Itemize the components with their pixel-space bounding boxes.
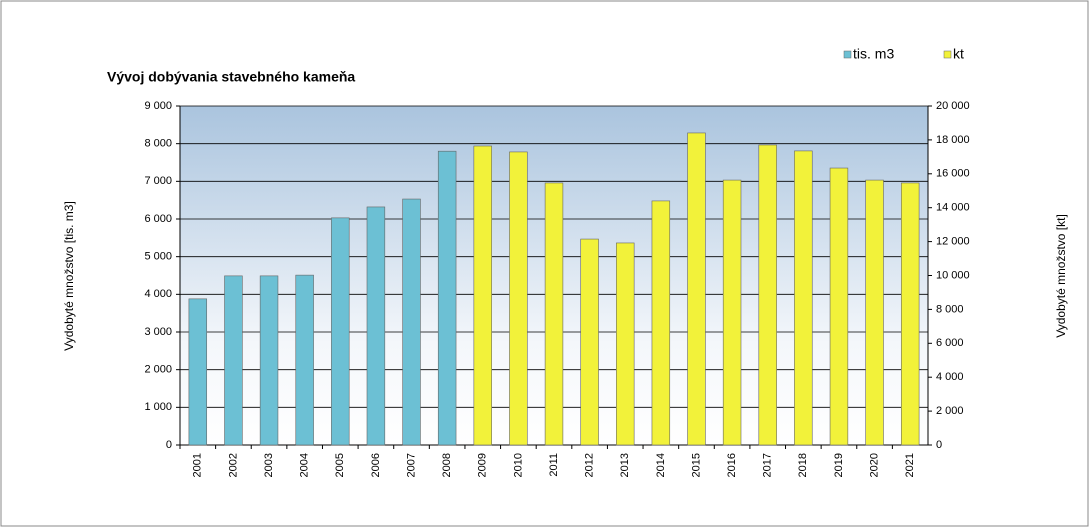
x-tick-label: 2012 [584, 453, 596, 477]
legend-label: kt [953, 46, 964, 62]
y2-tick-label: 18 000 [936, 134, 970, 146]
bar [259, 275, 279, 446]
y-tick-label: 3 000 [144, 326, 172, 338]
bar [295, 274, 314, 446]
x-tick-label: 2013 [619, 453, 631, 477]
y2-tick-label: 20 000 [936, 100, 970, 112]
y2-tick-label: 16 000 [936, 168, 970, 180]
x-tick-label: 2009 [477, 453, 489, 477]
x-tick-label: 2014 [655, 453, 667, 477]
y2-tick-label: 14 000 [936, 202, 970, 214]
bar [580, 238, 599, 446]
x-tick-label: 2002 [227, 453, 239, 477]
x-tick-label: 2006 [370, 453, 382, 477]
bar [794, 150, 813, 446]
x-tick-label: 2015 [690, 453, 702, 477]
y-tick-label: 4 000 [144, 288, 172, 300]
bar [758, 144, 777, 446]
y2-tick-label: 10 000 [936, 269, 970, 281]
x-tick-label: 2001 [192, 453, 204, 477]
y2-tick-label: 8 000 [936, 303, 964, 315]
chart-title: Vývoj dobývania stavebného kameňa [107, 69, 355, 85]
x-tick-label: 2021 [904, 453, 916, 477]
y2-tick-label: 4 000 [936, 371, 964, 383]
bar [900, 182, 920, 446]
legend-label: tis. m3 [853, 46, 894, 62]
y-tick-label: 1 000 [144, 401, 172, 413]
x-tick-label: 2010 [512, 453, 524, 477]
x-tick-label: 2017 [762, 453, 774, 477]
bar [829, 167, 849, 446]
y2-tick-label: 2 000 [936, 405, 964, 417]
y-axis-title: Vydobyté množstvo [tis. m3] [62, 201, 76, 351]
x-tick-label: 2004 [299, 453, 311, 477]
y2-tick-label: 12 000 [936, 236, 970, 248]
bar [509, 151, 528, 446]
x-tick-label: 2011 [548, 453, 560, 477]
y-tick-label: 7 000 [144, 175, 172, 187]
bar [616, 242, 635, 446]
x-tick-label: 2020 [868, 453, 880, 477]
legend-swatch [943, 50, 952, 59]
bar [437, 150, 457, 446]
y2-tick-label: 6 000 [936, 337, 964, 349]
y2-axis-title: Vydobyté množstvo [kt] [1054, 214, 1068, 338]
y-tick-label: 2 000 [144, 364, 172, 376]
bar [865, 179, 884, 446]
bar [188, 298, 208, 446]
legend-swatch [843, 50, 852, 59]
y-tick-label: 6 000 [144, 213, 172, 225]
bar [331, 217, 350, 446]
bar [687, 132, 706, 446]
x-tick-label: 2019 [833, 453, 845, 477]
bar [722, 179, 742, 446]
bar [473, 145, 492, 446]
y-tick-label: 0 [166, 439, 172, 451]
y2-tick-label: 0 [936, 439, 942, 451]
y-tick-label: 8 000 [144, 138, 172, 150]
x-tick-label: 2018 [797, 453, 809, 477]
x-tick-label: 2003 [263, 453, 275, 477]
x-tick-label: 2005 [334, 453, 346, 477]
x-tick-label: 2016 [726, 453, 738, 477]
y-tick-label: 9 000 [144, 100, 172, 112]
y-tick-label: 5 000 [144, 251, 172, 263]
x-tick-label: 2008 [441, 453, 453, 477]
x-tick-label: 2007 [405, 453, 417, 477]
bar [544, 182, 564, 446]
bar [366, 206, 386, 446]
bar [651, 200, 671, 446]
bar [402, 198, 421, 446]
bar [224, 275, 243, 446]
